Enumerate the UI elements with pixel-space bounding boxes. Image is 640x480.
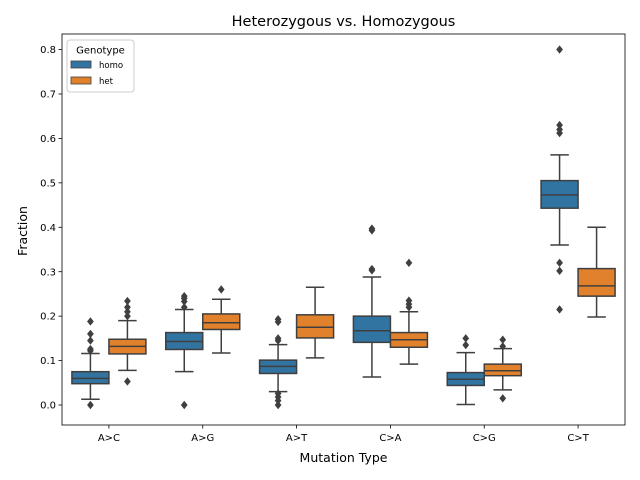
outlier-point — [87, 317, 94, 326]
x-tick-label: C>A — [379, 433, 401, 444]
outlier-point — [274, 400, 282, 410]
outlier-point — [124, 377, 131, 386]
outlier-point — [274, 389, 282, 398]
outlier-point — [87, 336, 94, 345]
outlier-point — [87, 400, 94, 410]
x-tick-label: C>T — [567, 433, 589, 444]
box-het — [295, 314, 335, 339]
box-het — [202, 313, 241, 331]
legend-swatch-het — [70, 76, 92, 85]
box-het — [577, 267, 616, 297]
legend-title: Genotype — [76, 46, 125, 57]
x-tick-label: A>G — [191, 433, 214, 444]
outlier-point — [556, 258, 563, 268]
y-tick-label: 0.5 — [40, 178, 56, 189]
outlier-point — [499, 342, 507, 351]
outlier-point — [556, 125, 563, 134]
outlier-point — [462, 334, 470, 343]
outlier-point — [274, 315, 282, 324]
legend-label-homo: homo — [99, 61, 123, 71]
outlier-point — [368, 264, 376, 274]
y-tick-label: 0.8 — [40, 45, 56, 56]
outlier-point — [405, 258, 413, 268]
y-tick-label: 0.6 — [40, 134, 56, 145]
axes-frame — [61, 33, 626, 426]
outlier-point — [556, 45, 563, 54]
outlier-point — [180, 303, 188, 312]
outlier-point — [462, 340, 470, 350]
outlier-point — [124, 307, 131, 316]
legend-items: homo het — [70, 60, 123, 87]
x-axis: A>C A>G A>T C>A C>G C>T — [98, 425, 590, 444]
chart-title: Heterozygous vs. Homozygous — [232, 14, 456, 30]
plot-area — [61, 33, 626, 426]
y-axis: 0.0 0.1 0.2 0.3 0.4 0.5 0.6 0.7 0.8 — [40, 45, 62, 412]
outlier-point — [124, 303, 131, 312]
outlier-point — [499, 394, 507, 403]
outlier-point — [180, 291, 188, 301]
x-tick-label: C>G — [473, 433, 496, 444]
y-axis-label: Fraction — [15, 206, 30, 256]
outlier-point — [87, 344, 94, 354]
legend-label-het: het — [99, 77, 114, 87]
y-tick-label: 0.3 — [40, 267, 56, 278]
y-tick-label: 0.0 — [40, 401, 56, 412]
outlier-point — [124, 296, 131, 306]
outlier-point — [368, 224, 376, 233]
x-tick-label: A>T — [286, 433, 308, 444]
outlier-point — [556, 305, 563, 314]
outlier-point — [124, 311, 131, 321]
outlier-point — [87, 329, 94, 339]
outlier-point — [556, 266, 563, 276]
y-tick-label: 0.2 — [40, 312, 56, 323]
legend: Genotype homo het — [66, 39, 135, 93]
y-tick-label: 0.4 — [40, 223, 56, 234]
box-homo — [352, 315, 392, 344]
x-tick-label: A>C — [98, 433, 120, 444]
outlier-point — [499, 335, 507, 344]
x-axis-label: Mutation Type — [300, 450, 388, 465]
outlier-point — [274, 334, 282, 343]
outlier-point — [217, 285, 225, 294]
box-het — [483, 363, 522, 377]
y-tick-label: 0.7 — [40, 90, 56, 101]
outlier-point — [180, 400, 188, 410]
outlier-point — [556, 120, 563, 130]
outlier-point — [405, 296, 413, 305]
y-tick-label: 0.1 — [40, 356, 56, 367]
legend-swatch-homo — [70, 60, 92, 69]
